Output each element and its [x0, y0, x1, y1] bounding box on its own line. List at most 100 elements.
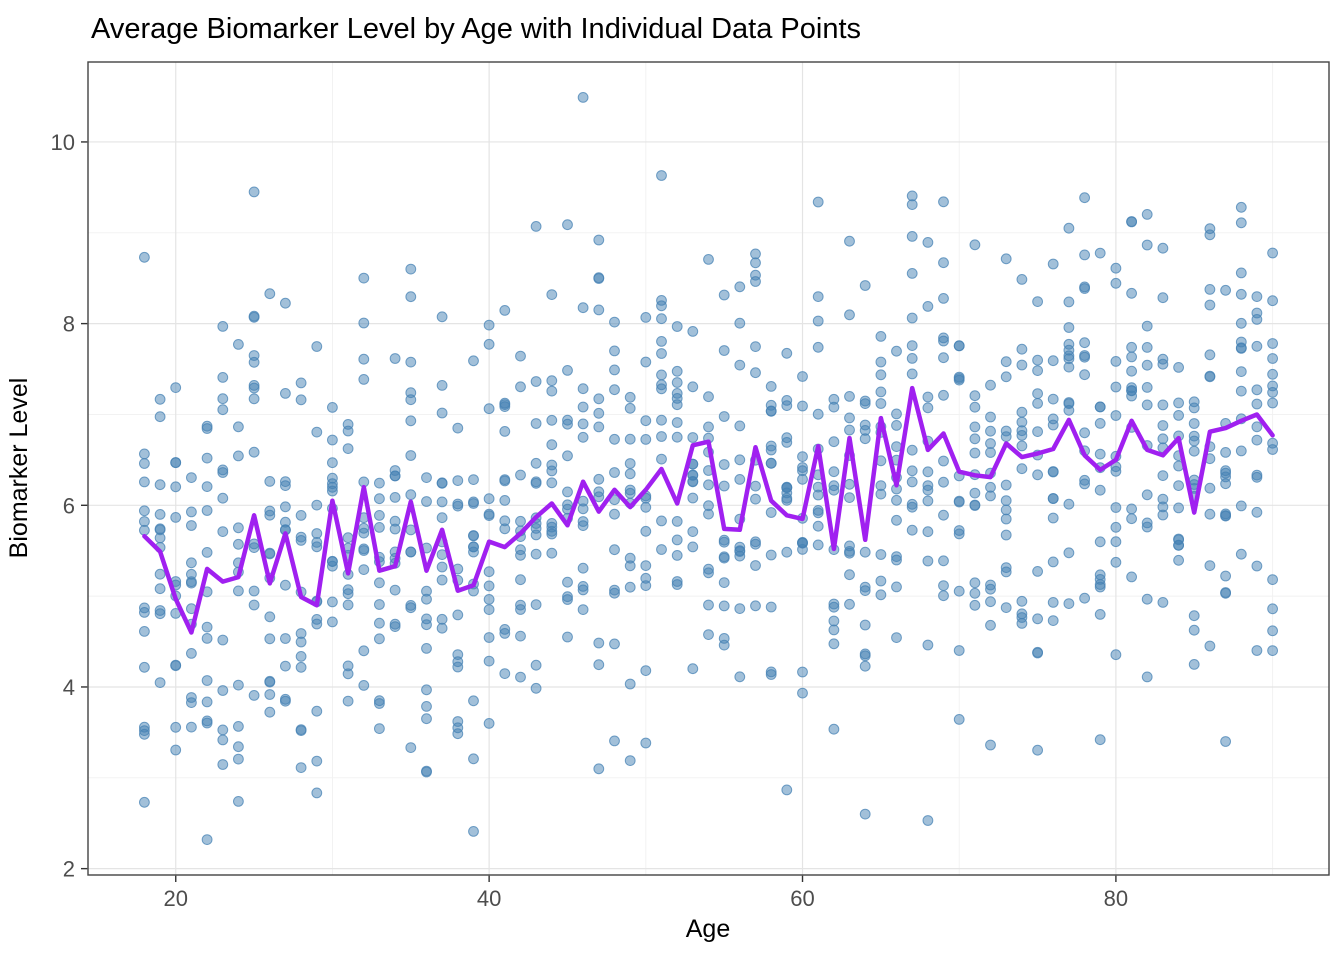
scatter-point — [656, 170, 667, 181]
scatter-point — [875, 549, 887, 560]
scatter-point — [1063, 397, 1075, 408]
scatter-point — [217, 724, 229, 736]
scatter-point — [906, 340, 918, 352]
scatter-point — [812, 408, 824, 420]
scatter-point — [1126, 351, 1137, 363]
scatter-point — [671, 365, 683, 377]
scatter-point — [499, 397, 511, 409]
scatter-point — [985, 447, 996, 458]
scatter-point — [295, 394, 307, 406]
scatter-point — [170, 744, 182, 756]
scatter-point — [170, 659, 182, 671]
scatter-point — [828, 598, 840, 610]
scatter-point — [280, 388, 291, 399]
scatter-point — [609, 638, 620, 650]
scatter-point — [640, 737, 652, 749]
scatter-point — [922, 639, 934, 651]
scatter-point — [139, 524, 150, 536]
scatter-point — [264, 611, 276, 623]
scatter-point — [1235, 201, 1247, 213]
scatter-point — [546, 528, 558, 540]
scatter-point — [311, 528, 323, 539]
scatter-point — [906, 465, 918, 477]
scatter-point — [358, 680, 370, 691]
scatter-point — [922, 526, 934, 538]
scatter-point — [358, 374, 370, 385]
scatter-point — [671, 399, 683, 411]
scatter-point — [1173, 397, 1184, 409]
scatter-point — [1110, 649, 1122, 661]
scatter-point — [1251, 384, 1263, 396]
scatter-point — [640, 434, 652, 445]
scatter-point — [750, 367, 761, 379]
scatter-point — [718, 552, 730, 564]
scatter-point — [1094, 418, 1106, 429]
scatter-point — [1032, 566, 1043, 577]
scatter-point — [750, 600, 761, 612]
scatter-point — [922, 466, 934, 478]
scatter-point — [1094, 536, 1106, 548]
scatter-point — [687, 526, 699, 537]
scatter-point — [201, 481, 213, 493]
scatter-point — [1141, 489, 1153, 501]
scatter-point — [1126, 216, 1137, 228]
scatter-point — [797, 451, 808, 463]
scatter-point — [421, 472, 432, 484]
scatter-point — [1000, 602, 1012, 613]
scatter-point — [1032, 647, 1043, 659]
scatter-point — [374, 522, 385, 533]
scatter-point — [891, 551, 902, 562]
scatter-point — [1220, 447, 1231, 458]
scatter-point — [342, 419, 354, 430]
scatter-point — [1000, 479, 1012, 491]
scatter-point — [656, 336, 667, 347]
scatter-point — [718, 534, 730, 546]
scatter-point — [154, 479, 166, 491]
scatter-point — [1094, 448, 1106, 460]
mean-line-path — [142, 385, 1275, 635]
scatter-point — [1110, 356, 1122, 367]
scatter-point — [1204, 371, 1216, 383]
scatter-point — [1188, 445, 1200, 457]
scatter-point — [703, 479, 714, 491]
scatter-point — [1079, 427, 1090, 439]
scatter-point — [483, 655, 495, 667]
scatter-point — [499, 426, 511, 437]
scatter-point — [1063, 222, 1075, 234]
scatter-point — [374, 493, 385, 505]
scatter-point — [593, 763, 605, 775]
scatter-point — [1141, 209, 1153, 220]
scatter-point — [906, 312, 918, 324]
scatter-point — [1094, 581, 1106, 593]
scatter-point — [1000, 504, 1012, 516]
scatter-point — [1110, 556, 1122, 568]
scatter-point — [1267, 603, 1278, 615]
scatter-point — [734, 281, 746, 293]
scatter-point — [687, 492, 699, 504]
scatter-point — [468, 695, 479, 707]
scatter-point — [170, 457, 182, 468]
scatter-point — [577, 401, 589, 413]
scatter-point — [624, 560, 636, 572]
scatter-point — [985, 739, 996, 751]
scatter-point — [577, 418, 589, 430]
scatter-point — [671, 576, 683, 587]
scatter-point — [1251, 291, 1263, 303]
scatter-point — [577, 581, 589, 592]
scatter-point — [938, 257, 949, 269]
scatter-point — [499, 628, 511, 639]
scatter-point — [217, 634, 229, 646]
scatter-point — [671, 534, 683, 546]
scatter-point — [703, 629, 714, 640]
scatter-point — [828, 401, 840, 413]
scatter-point — [201, 505, 213, 516]
scatter-point — [1267, 437, 1278, 449]
scatter-point — [264, 548, 276, 560]
scatter-point — [624, 433, 636, 445]
scatter-point — [515, 381, 526, 393]
scatter-point — [1126, 513, 1137, 525]
scatter-point — [1032, 613, 1043, 625]
scatter-point — [828, 638, 840, 650]
scatter-point — [389, 621, 401, 632]
scatter-point — [562, 576, 573, 588]
